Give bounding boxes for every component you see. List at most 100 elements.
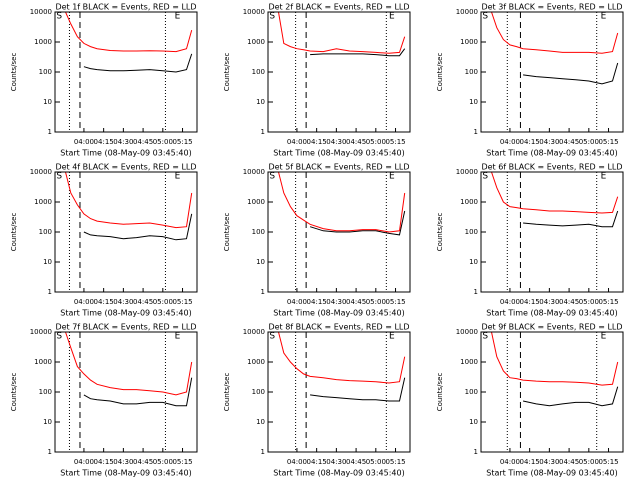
y-tick-label: 10 (469, 98, 478, 106)
x-tick-label: 04:15 (307, 138, 327, 146)
series-line (522, 386, 619, 407)
annotation: E (601, 332, 607, 342)
annotation: S (482, 172, 488, 182)
series-line (310, 48, 406, 57)
y-axis-label: Counts/sec (436, 213, 444, 252)
annotation: S (269, 172, 275, 182)
x-tick-label: 05:00 (579, 458, 599, 466)
x-tick-label: 04:15 (520, 138, 540, 146)
x-tick-label: 04:30 (113, 298, 133, 306)
plot-frame (267, 171, 411, 293)
y-tick-label: 10000 (456, 8, 478, 16)
y-tick-label: 10000 (456, 328, 478, 336)
x-tick-label: 05:00 (153, 298, 173, 306)
x-tick-label: 05:15 (172, 298, 192, 306)
chart-title: Det 8f BLACK = Events, RED = LLD (268, 323, 409, 332)
x-tick-label: 04:15 (520, 458, 540, 466)
plot-frame (267, 331, 411, 453)
x-axis-label: Start Time (08-May-09 03:45:40) (60, 309, 191, 318)
annotation: S (269, 332, 275, 342)
annotation: E (175, 332, 181, 342)
annotation: S (56, 12, 62, 22)
plot-frame (54, 171, 198, 293)
annotation: E (175, 12, 181, 22)
x-tick-label: 04:00 (500, 298, 520, 306)
x-tick-label: 04:15 (94, 138, 114, 146)
annotation: S (56, 332, 62, 342)
x-tick-label: 05:00 (579, 138, 599, 146)
annotation: E (389, 12, 395, 22)
x-tick-label: 05:15 (385, 298, 405, 306)
x-tick-label: 04:30 (326, 138, 346, 146)
y-tick-label: 1000 (247, 38, 265, 46)
series-line (65, 171, 193, 229)
chart-title: Det 2f BLACK = Events, RED = LLD (268, 3, 409, 12)
y-tick-label: 10000 (243, 8, 265, 16)
x-tick-label: 04:00 (74, 458, 94, 466)
y-tick-label: 1 (261, 448, 265, 456)
y-tick-label: 10 (256, 98, 265, 106)
x-tick-label: 05:15 (385, 458, 405, 466)
x-tick-label: 04:00 (500, 138, 520, 146)
y-axis-label: Counts/sec (223, 53, 231, 92)
x-tick-label: 04:15 (520, 298, 540, 306)
x-axis-label: Start Time (08-May-09 03:45:40) (486, 149, 617, 158)
x-tick-label: 05:15 (598, 458, 618, 466)
series-line (491, 11, 619, 54)
y-axis-label: Counts/sec (436, 53, 444, 92)
x-axis-label: Start Time (08-May-09 03:45:40) (273, 309, 404, 318)
y-tick-label: 10000 (30, 328, 52, 336)
y-tick-label: 100 (39, 388, 52, 396)
y-tick-label: 100 (39, 228, 52, 236)
y-tick-label: 1 (48, 288, 52, 296)
x-tick-label: 05:00 (153, 458, 173, 466)
x-axis-label: Start Time (08-May-09 03:45:40) (486, 309, 617, 318)
plot-frame (480, 11, 624, 133)
x-tick-label: 05:15 (172, 138, 192, 146)
x-tick-label: 04:15 (307, 298, 327, 306)
y-tick-label: 1 (474, 288, 478, 296)
y-tick-label: 1000 (34, 198, 52, 206)
x-tick-label: 04:45 (559, 138, 579, 146)
y-tick-label: 100 (465, 68, 478, 76)
annotation: E (601, 12, 607, 22)
chart-title: Det 6f BLACK = Events, RED = LLD (481, 163, 622, 172)
series-line (83, 53, 193, 73)
y-tick-label: 100 (465, 228, 478, 236)
y-tick-label: 1 (48, 128, 52, 136)
annotation: E (175, 172, 181, 182)
x-axis-label: Start Time (08-May-09 03:45:40) (486, 469, 617, 478)
series-line (278, 331, 406, 384)
y-tick-label: 1 (474, 128, 478, 136)
x-tick-label: 05:15 (172, 458, 192, 466)
y-tick-label: 1 (474, 448, 478, 456)
x-tick-label: 04:00 (500, 458, 520, 466)
series-line (523, 62, 619, 85)
y-tick-label: 10000 (243, 328, 265, 336)
series-line (309, 210, 406, 236)
x-tick-label: 04:30 (539, 138, 559, 146)
y-axis-label: Counts/sec (10, 373, 18, 412)
y-tick-label: 10 (43, 98, 52, 106)
x-tick-label: 04:00 (74, 298, 94, 306)
chart-title: Det 3f BLACK = Events, RED = LLD (481, 3, 622, 12)
y-axis-label: Counts/sec (10, 213, 18, 252)
x-tick-label: 04:00 (287, 458, 307, 466)
y-tick-label: 100 (252, 388, 265, 396)
y-tick-label: 1 (261, 288, 265, 296)
x-tick-label: 04:45 (133, 138, 153, 146)
y-axis-label: Counts/sec (223, 213, 231, 252)
annotation: S (482, 332, 488, 342)
y-tick-label: 10 (256, 418, 265, 426)
y-tick-label: 10 (256, 258, 265, 266)
y-tick-label: 1000 (460, 198, 478, 206)
series-line (83, 377, 193, 407)
y-tick-label: 1000 (247, 198, 265, 206)
chart-title: Det 1f BLACK = Events, RED = LLD (55, 3, 196, 12)
y-tick-label: 10000 (243, 168, 265, 176)
x-tick-label: 05:00 (366, 138, 386, 146)
series-line (523, 210, 619, 228)
y-axis-label: Counts/sec (223, 373, 231, 412)
series-line (278, 171, 406, 233)
series-line (310, 377, 406, 402)
